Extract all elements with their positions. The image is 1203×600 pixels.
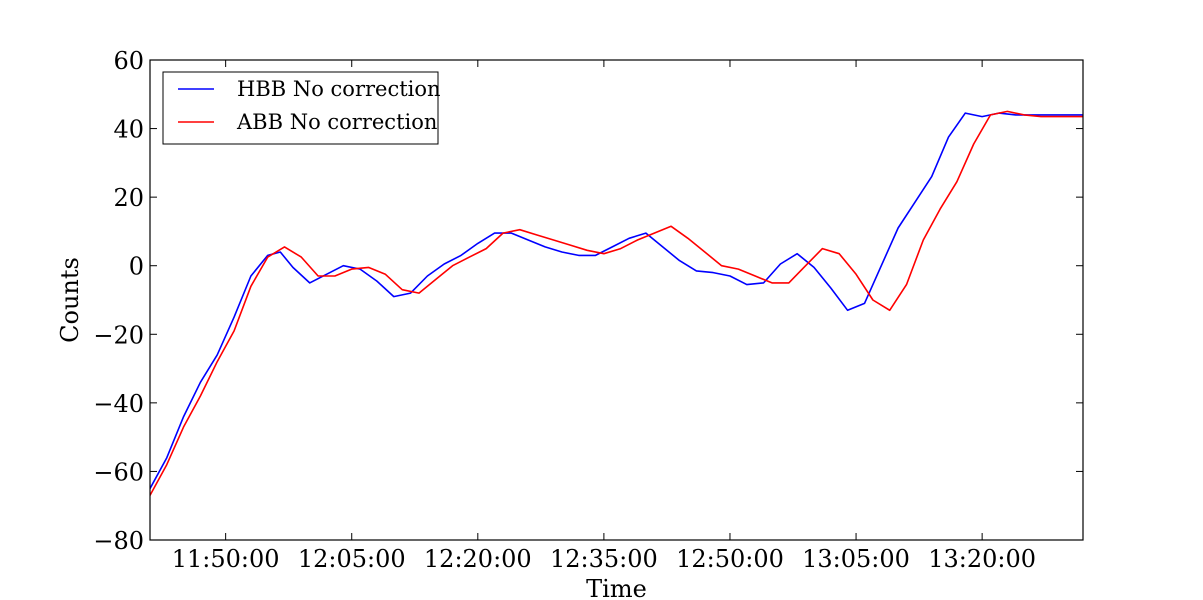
y-axis-ticks: −80 −60 −40 −20 0 20 40 60 bbox=[93, 47, 1083, 555]
y-tick-label: 20 bbox=[113, 184, 144, 212]
series-line-abb bbox=[150, 110, 1083, 496]
x-tick-label: 12:50:00 bbox=[676, 545, 784, 573]
y-tick-label: 60 bbox=[113, 47, 144, 75]
legend-box bbox=[162, 71, 439, 145]
series-line-hbb bbox=[150, 112, 1083, 489]
y-tick-label: 0 bbox=[129, 253, 144, 281]
y-tick-label: −40 bbox=[93, 390, 144, 418]
y-tick-label: −80 bbox=[93, 527, 144, 555]
plot-frame bbox=[149, 59, 1084, 541]
x-tick-label: 12:35:00 bbox=[550, 545, 658, 573]
x-axis-ticks: 11:50:00 12:05:00 12:20:00 12:35:00 12:50:00… bbox=[172, 60, 1036, 573]
legend-label: ABB No correction bbox=[236, 110, 437, 134]
y-axis-label: Counts bbox=[56, 257, 84, 343]
y-tick-label: −20 bbox=[93, 321, 144, 349]
x-tick-label: 13:20:00 bbox=[928, 545, 1036, 573]
x-tick-label: 11:50:00 bbox=[172, 545, 280, 573]
plot-lines bbox=[150, 110, 1083, 496]
x-tick-label: 12:20:00 bbox=[424, 545, 532, 573]
x-tick-label: 12:05:00 bbox=[298, 545, 406, 573]
legend: HBB No correction ABB No correction bbox=[162, 71, 441, 145]
legend-label: HBB No correction bbox=[237, 77, 441, 101]
x-axis-label: Time bbox=[586, 575, 647, 600]
y-tick-label: 40 bbox=[113, 116, 144, 144]
x-tick-label: 13:05:00 bbox=[802, 545, 910, 573]
y-tick-label: −60 bbox=[93, 458, 144, 486]
